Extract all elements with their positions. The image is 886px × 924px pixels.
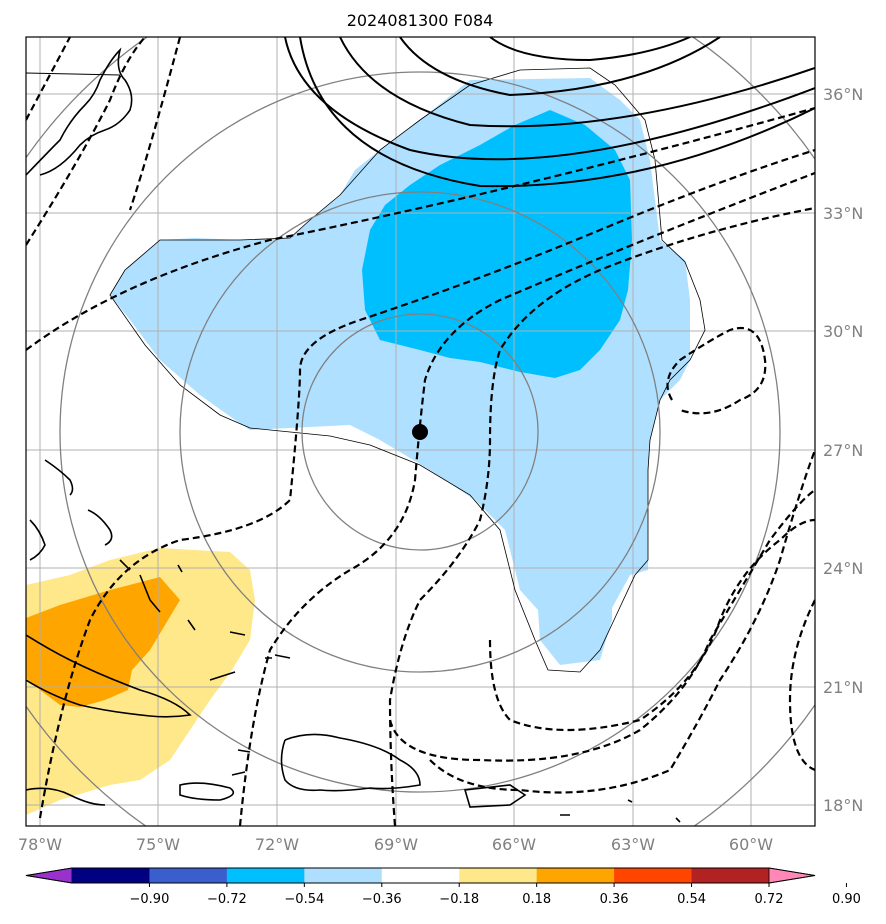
lon-label: 75°W [136,835,180,854]
state-border [26,72,121,76]
jamaica-coast [179,782,235,801]
colorbar-tick-label: −0.54 [284,892,324,907]
colorbar-outline [25,867,816,884]
us-east-coast [26,47,133,176]
lesser-antilles [560,799,681,823]
lat-label: 21°N [823,678,863,697]
colorbar-swatch [536,868,615,883]
colorbar-tick-label: 0.72 [755,892,784,907]
map-frame [25,36,816,827]
lat-label: 27°N [823,441,863,460]
colorbar-swatch [381,868,460,883]
longitude-labels: 78°W 75°W 72°W 69°W 66°W 63°W 60°W [18,835,773,854]
colorbar-swatch [304,868,383,883]
lat-label: 36°N [823,85,863,104]
map-title: 2024081300 F084 [347,11,494,30]
colorbar-swatch [459,868,538,883]
colorbar-tick-label: 0.90 [832,892,861,907]
colorbar-swatch [691,868,770,883]
latitude-labels: 36°N 33°N 30°N 27°N 24°N 21°N 18°N [823,85,863,815]
colorbar: −0.90 −0.72 −0.54 −0.36 −0.18 0.18 0.36 0.54 0.7… [25,867,861,907]
colorbar-tick-label: −0.18 [439,892,479,907]
lon-label: 72°W [255,835,299,854]
colorbar-swatch [149,868,228,883]
colorbar-tick-label: −0.90 [130,892,170,907]
dashed-height-contours [26,37,815,826]
colorbar-tick-label: 0.54 [677,892,706,907]
colorbar-swatch [226,868,305,883]
storm-center-marker [412,424,428,440]
lon-label: 78°W [18,835,62,854]
lat-label: 30°N [823,322,863,341]
colorbar-swatch [614,868,693,883]
deep-blue-anomaly-region [362,110,632,378]
hispaniola-coast [280,733,421,792]
colorbar-swatch [72,868,150,883]
colorbar-tick-label: −0.36 [362,892,402,907]
southwest-islands [26,654,291,806]
coastlines [26,47,681,823]
solid-height-contours [284,37,815,188]
lon-label: 63°W [611,835,655,854]
colorbar-extend-high [768,867,816,884]
lat-label: 24°N [823,559,863,578]
cuba-coast [26,634,192,718]
lon-label: 60°W [729,835,773,854]
colorbar-tick-label: 0.36 [600,892,629,907]
orange-anomaly-region [26,577,180,707]
colorbar-extend-low [25,867,73,884]
lat-label: 18°N [823,796,863,815]
colorbar-tick-label: −0.72 [207,892,247,907]
lon-label: 69°W [374,835,418,854]
bahamas-islands [29,459,246,636]
anomaly-boundary-line [109,67,706,673]
puerto-rico-coast [463,784,527,808]
lon-label: 66°W [492,835,536,854]
lat-label: 33°N [823,204,863,223]
colorbar-tick-label: 0.18 [522,892,551,907]
small-light-blue-patch [238,367,256,373]
